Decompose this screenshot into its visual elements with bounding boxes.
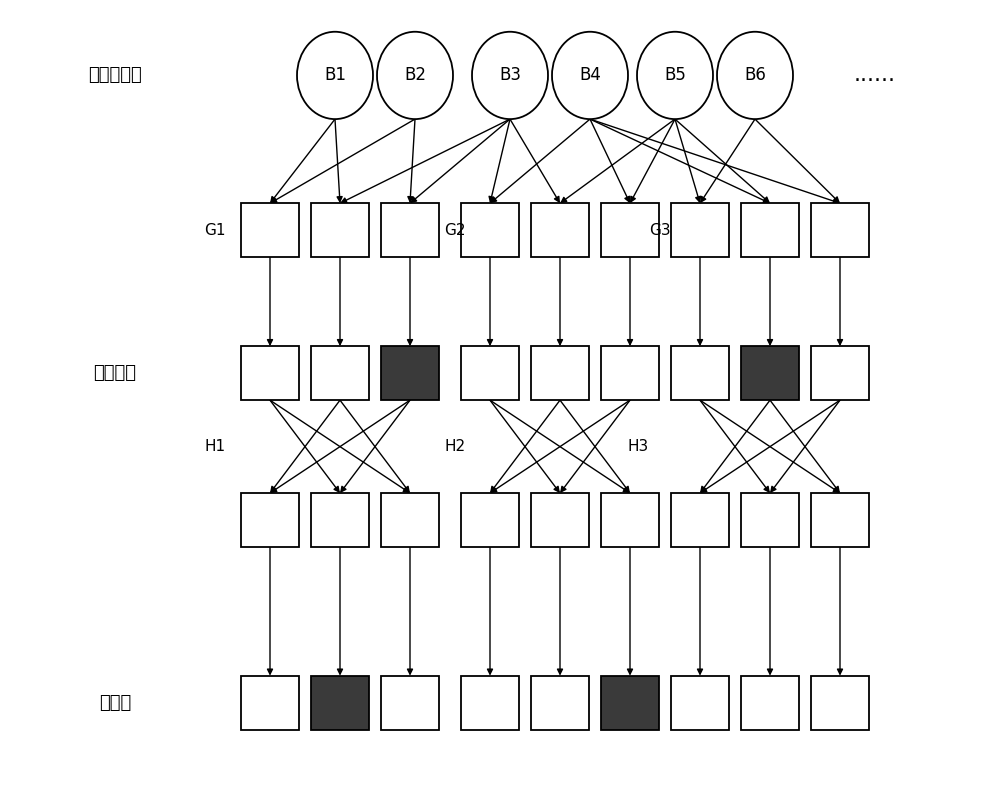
Bar [601,346,659,400]
Text: B1: B1 [324,67,346,84]
Bar [381,676,439,730]
Text: B3: B3 [499,67,521,84]
Bar [671,493,729,547]
Bar [461,203,519,257]
Bar [671,203,729,257]
Text: 原始数据包: 原始数据包 [88,67,142,84]
Bar [241,203,299,257]
Text: G1: G1 [204,223,226,237]
Bar [311,203,369,257]
Bar [811,203,869,257]
Text: 接收端: 接收端 [99,694,131,711]
Ellipse shape [717,32,793,119]
Text: B2: B2 [404,67,426,84]
Ellipse shape [552,32,628,119]
Bar [531,676,589,730]
Bar [601,676,659,730]
Text: 中间节点: 中间节点 [94,364,136,382]
Bar [241,676,299,730]
Text: G3: G3 [649,223,671,237]
Text: ......: ...... [854,65,896,86]
Bar [531,346,589,400]
Ellipse shape [297,32,373,119]
Bar [241,493,299,547]
Bar [381,203,439,257]
Bar [741,203,799,257]
Bar [811,493,869,547]
Text: H1: H1 [204,439,226,454]
Bar [811,676,869,730]
Bar [531,493,589,547]
Text: B4: B4 [579,67,601,84]
Bar [311,676,369,730]
Bar [311,493,369,547]
Text: B5: B5 [664,67,686,84]
Text: H3: H3 [627,439,649,454]
Ellipse shape [472,32,548,119]
Bar [601,203,659,257]
Text: H2: H2 [444,439,466,454]
Text: G2: G2 [444,223,466,237]
Text: B6: B6 [744,67,766,84]
Bar [241,346,299,400]
Bar [741,676,799,730]
Bar [741,346,799,400]
Bar [461,346,519,400]
Bar [311,346,369,400]
Bar [741,493,799,547]
Bar [461,676,519,730]
Ellipse shape [637,32,713,119]
Bar [671,346,729,400]
Bar [461,493,519,547]
Bar [531,203,589,257]
Bar [381,346,439,400]
Bar [671,676,729,730]
Ellipse shape [377,32,453,119]
Bar [811,346,869,400]
Bar [601,493,659,547]
Bar [381,493,439,547]
